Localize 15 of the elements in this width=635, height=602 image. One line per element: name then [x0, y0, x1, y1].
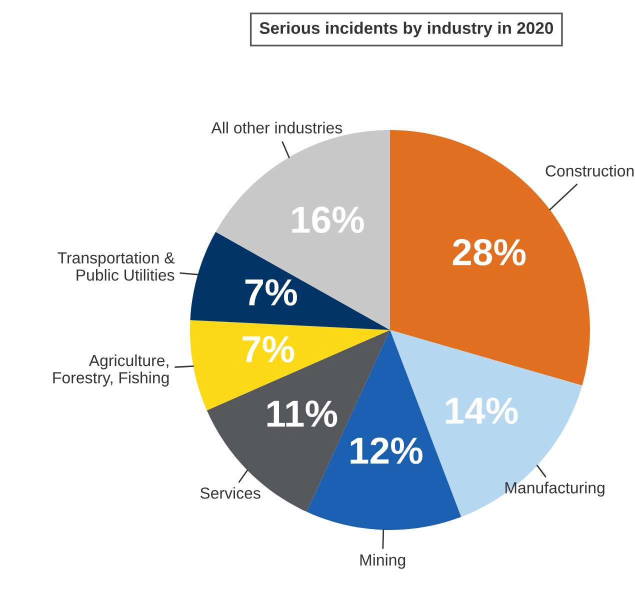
data-label: 12%	[350, 437, 422, 464]
slice-label: Construction	[546, 164, 634, 177]
slice-label: All other industries	[211, 122, 342, 134]
slice-label: Services	[200, 487, 260, 499]
data-label: 11%	[267, 400, 338, 427]
slice-label: Mining	[360, 554, 406, 569]
chart-title: Serious incidents by industry in 2020	[260, 22, 553, 38]
pie-slice	[190, 232, 390, 330]
slice-label: Transportation & Public Utilities	[58, 252, 175, 281]
data-label: 28%	[452, 238, 526, 266]
data-label: 7%	[242, 336, 294, 362]
data-label: 14%	[446, 398, 518, 424]
data-label: 7%	[245, 279, 297, 306]
slice-label: Agriculture, Forestry, Fishing	[53, 354, 169, 387]
slice-label: Manufacturing	[506, 482, 604, 497]
